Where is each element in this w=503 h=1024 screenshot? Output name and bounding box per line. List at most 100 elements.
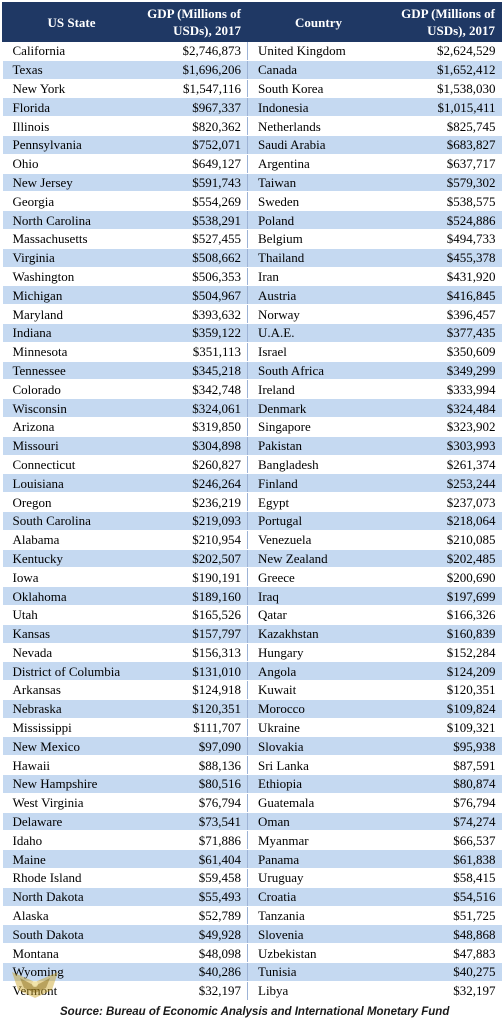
state-name-cell: Rhode Island (2, 868, 141, 888)
state-gdp-cell: $260,827 (140, 455, 248, 475)
table-row: Michigan $504,967 Austria $416,845 (2, 285, 502, 306)
table-row: Oregon $236,219 Egypt $237,073 (2, 492, 502, 512)
table-row: Wyoming $40,286 Tunisia $40,275 (2, 962, 502, 982)
country-gdp-cell: $237,073 (389, 492, 502, 512)
table-row: Oklahoma $189,160 Iraq $197,699 (2, 586, 502, 606)
country-gdp-cell: $124,209 (389, 661, 502, 682)
state-name-cell: Michigan (2, 285, 141, 306)
table-row: Connecticut $260,827 Bangladesh $261,374 (2, 455, 502, 475)
table-row: Virginia $508,662 Thailand $455,378 (2, 248, 502, 268)
state-gdp-cell: $342,748 (140, 379, 248, 400)
state-name-cell: Nevada (2, 643, 141, 663)
country-name-cell: Ethiopia (247, 774, 390, 794)
state-gdp-cell: $190,191 (140, 567, 248, 588)
state-name-cell: New York (2, 79, 141, 99)
country-gdp-cell: $349,299 (389, 361, 502, 381)
state-name-cell: North Carolina (2, 210, 141, 230)
country-gdp-cell: $303,993 (389, 436, 502, 456)
country-gdp-cell: $210,085 (389, 530, 502, 550)
country-gdp-cell: $396,457 (389, 304, 502, 324)
table-row: Kentucky $202,507 New Zealand $202,485 (2, 549, 502, 569)
country-name-cell: Qatar (247, 605, 390, 625)
country-gdp-cell: $54,516 (389, 887, 502, 907)
header-row: US State GDP (Millions of USDs), 2017 Co… (2, 2, 502, 42)
country-gdp-cell: $538,575 (389, 191, 502, 212)
table-row: Alaska $52,789 Tanzania $51,725 (2, 906, 502, 926)
state-name-cell: Texas (2, 60, 141, 80)
table-row: Indiana $359,122 U.A.E. $377,435 (2, 323, 502, 343)
state-name-cell: Kansas (2, 624, 141, 644)
country-name-cell: Argentina (247, 154, 390, 174)
state-gdp-cell: $156,313 (140, 643, 248, 663)
state-gdp-cell: $40,286 (140, 962, 248, 982)
country-gdp-cell: $109,824 (389, 699, 502, 719)
state-name-cell: Virginia (2, 248, 141, 268)
state-gdp-cell: $324,061 (140, 398, 248, 418)
country-name-cell: Panama (247, 849, 390, 870)
state-gdp-cell: $508,662 (140, 248, 248, 268)
country-gdp-cell: $76,794 (389, 793, 502, 813)
table-row: Wisconsin $324,061 Denmark $324,484 (2, 398, 502, 418)
country-gdp-cell: $324,484 (389, 398, 502, 418)
country-gdp-cell: $87,591 (389, 755, 502, 776)
country-name-cell: Myanmar (247, 830, 390, 851)
state-gdp-cell: $76,794 (140, 793, 248, 813)
country-gdp-cell: $416,845 (389, 285, 502, 306)
state-name-cell: Wyoming (2, 962, 141, 982)
table-row: Arizona $319,850 Singapore $323,902 (2, 417, 502, 437)
state-gdp-cell: $506,353 (140, 267, 248, 287)
state-name-cell: Delaware (2, 812, 141, 832)
country-gdp-cell: $333,994 (389, 379, 502, 400)
state-gdp-cell: $189,160 (140, 586, 248, 606)
table-row: New Jersey $591,743 Taiwan $579,302 (2, 173, 502, 193)
header-country: Country (247, 2, 390, 42)
country-gdp-cell: $200,690 (389, 567, 502, 588)
country-name-cell: Iraq (247, 586, 390, 606)
state-name-cell: Alaska (2, 906, 141, 926)
country-name-cell: Uzbekistan (247, 943, 390, 964)
header-country-gdp: GDP (Millions of USDs), 2017 (389, 2, 502, 42)
country-name-cell: Netherlands (247, 116, 390, 136)
header-state-gdp: GDP (Millions of USDs), 2017 (140, 2, 248, 42)
country-gdp-cell: $494,733 (389, 229, 502, 249)
country-name-cell: Denmark (247, 398, 390, 418)
country-gdp-cell: $95,938 (389, 736, 502, 757)
state-name-cell: District of Columbia (2, 661, 141, 682)
country-gdp-cell: $455,378 (389, 248, 502, 268)
table-row: Nevada $156,313 Hungary $152,284 (2, 643, 502, 663)
state-gdp-cell: $120,351 (140, 699, 248, 719)
table-row: New Hampshire $80,516 Ethiopia $80,874 (2, 774, 502, 794)
country-name-cell: Libya (247, 981, 390, 1001)
country-gdp-cell: $524,886 (389, 210, 502, 230)
country-name-cell: Austria (247, 285, 390, 306)
state-name-cell: Wisconsin (2, 398, 141, 418)
table-body: California $2,746,873 United Kingdom $2,624… (2, 41, 502, 1001)
country-name-cell: Norway (247, 304, 390, 324)
country-gdp-cell: $48,868 (389, 924, 502, 945)
state-gdp-cell: $73,541 (140, 812, 248, 832)
table-row: New Mexico $97,090 Slovakia $95,938 (2, 736, 502, 757)
state-gdp-cell: $131,010 (140, 661, 248, 682)
state-name-cell: West Virginia (2, 793, 141, 813)
table-row: Colorado $342,748 Ireland $333,994 (2, 379, 502, 400)
state-name-cell: Arizona (2, 417, 141, 437)
country-name-cell: Canada (247, 60, 390, 80)
country-name-cell: Indonesia (247, 97, 390, 118)
table-row: District of Columbia $131,010 Angola $124,2… (2, 661, 502, 682)
country-name-cell: Slovakia (247, 736, 390, 757)
country-name-cell: Egypt (247, 492, 390, 512)
state-gdp-cell: $1,547,116 (140, 79, 248, 99)
state-name-cell: Kentucky (2, 549, 141, 569)
country-gdp-cell: $202,485 (389, 549, 502, 569)
state-gdp-cell: $124,918 (140, 680, 248, 700)
state-gdp-cell: $157,797 (140, 624, 248, 644)
country-gdp-cell: $160,839 (389, 624, 502, 644)
state-name-cell: Florida (2, 97, 141, 118)
country-name-cell: South Africa (247, 361, 390, 381)
country-gdp-cell: $1,538,030 (389, 79, 502, 99)
country-name-cell: Venezuela (247, 530, 390, 550)
table-row: Mississippi $111,707 Ukraine $109,321 (2, 718, 502, 738)
state-name-cell: Georgia (2, 191, 141, 212)
